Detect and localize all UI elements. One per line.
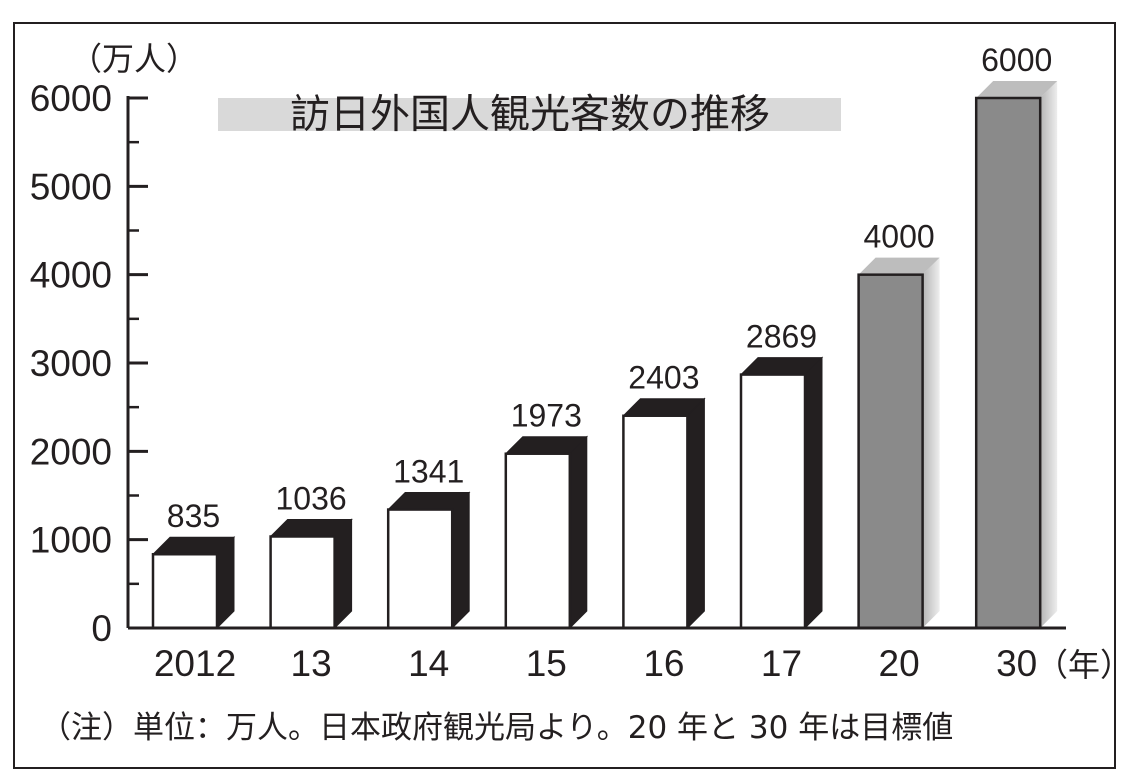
x-tick-label: 13: [291, 643, 332, 684]
bar-side: [451, 491, 470, 630]
bar-value-label: 2869: [746, 319, 817, 355]
x-tick-label: 14: [408, 643, 449, 684]
title-band: [218, 98, 841, 131]
bar-top: [976, 81, 1058, 98]
bar-front: [739, 373, 807, 630]
x-tick-label: 20: [879, 643, 920, 684]
bar-30: 6000 30: [974, 42, 1058, 684]
bar-value-label: 6000: [981, 42, 1052, 78]
bar-value-label: 4000: [864, 219, 935, 255]
bar-front: [857, 273, 924, 630]
bar-front: [386, 508, 454, 630]
y-axis-unit-label: （万人）: [70, 41, 198, 77]
chart-title: 訪日外国人観光客数の推移: [290, 93, 770, 137]
bar-side: [922, 257, 940, 628]
bar-front: [622, 414, 689, 630]
x-tick-label: 30: [996, 643, 1037, 684]
bar-value-label: 835: [167, 498, 220, 534]
bar-side: [569, 435, 588, 630]
y-tick-label: 3000: [30, 343, 112, 384]
y-tick-label: 0: [91, 608, 112, 649]
x-axis-unit-label: （年）: [1036, 647, 1129, 683]
bar-front: [974, 96, 1042, 630]
bar-value-label: 1036: [276, 480, 347, 516]
bar-14: 1341 14: [386, 454, 471, 684]
x-tick-label: 2012: [154, 643, 236, 684]
y-tick-label: 6000: [30, 78, 112, 119]
y-tick-label: 1000: [30, 520, 112, 561]
bar-side: [804, 356, 823, 630]
bar-2012: 835 2012: [151, 498, 236, 684]
y-tick-label: 4000: [30, 255, 112, 296]
bar-front: [504, 452, 572, 630]
bar-value-label: 2403: [628, 360, 699, 396]
bar-20: 4000 20: [857, 219, 940, 684]
y-tick-label: 5000: [30, 166, 112, 207]
source-note: （注）単位：万人。日本政府観光局より。20 年と 30 年は目標値: [40, 710, 954, 746]
bar-side: [1040, 81, 1058, 628]
bar-front: [269, 535, 336, 630]
bar-side: [334, 518, 353, 630]
bar-top: [858, 257, 940, 275]
bar-side: [686, 397, 705, 630]
bar-value-label: 1341: [393, 454, 464, 490]
x-tick-label: 17: [761, 643, 802, 684]
bar-13: 1036 13: [269, 480, 353, 684]
x-tick-label: 16: [643, 643, 684, 684]
bar-15: 1973 15: [504, 398, 589, 684]
bar-front: [151, 552, 219, 630]
x-tick-label: 15: [526, 643, 567, 684]
bar-16: 2403 16: [622, 360, 706, 684]
y-tick-label: 2000: [30, 431, 112, 472]
bar-value-label: 1973: [511, 398, 582, 434]
